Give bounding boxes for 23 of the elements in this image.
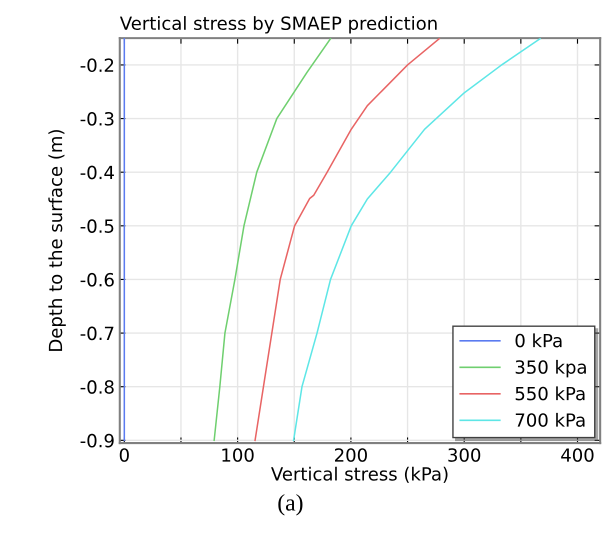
x-axis-title: Vertical stress (kPa) — [271, 466, 448, 483]
legend-label: 350 kpa — [516, 360, 586, 378]
y-tick-label: -0.9 — [80, 434, 114, 448]
y-tick-label: -0.8 — [80, 380, 114, 394]
chart-title: Vertical stress by SMAEP prediction — [120, 16, 437, 34]
x-tick-label: 200 — [335, 448, 367, 462]
y-tick-label: -0.3 — [80, 112, 114, 126]
legend-label: 550 kPa — [516, 386, 584, 400]
y-tick-label: -0.5 — [80, 219, 114, 233]
legend-label: 700 kPa — [516, 412, 584, 427]
line-series — [254, 38, 440, 442]
y-tick-label: -0.2 — [80, 58, 114, 72]
legend-label: 0 kPa — [516, 333, 562, 348]
x-tick-label: 300 — [448, 448, 480, 462]
line-series — [213, 38, 332, 442]
y-tick-label: -0.7 — [80, 326, 114, 340]
x-tick-label: 400 — [561, 448, 594, 462]
y-tick-label: -0.6 — [80, 272, 114, 287]
x-tick-label: 100 — [222, 448, 254, 462]
x-tick-label: 0 — [120, 448, 129, 462]
y-tick-label: -0.4 — [80, 166, 114, 180]
y-axis-title: Depth to the surface (m) — [48, 130, 66, 351]
text: (a) — [278, 494, 302, 516]
